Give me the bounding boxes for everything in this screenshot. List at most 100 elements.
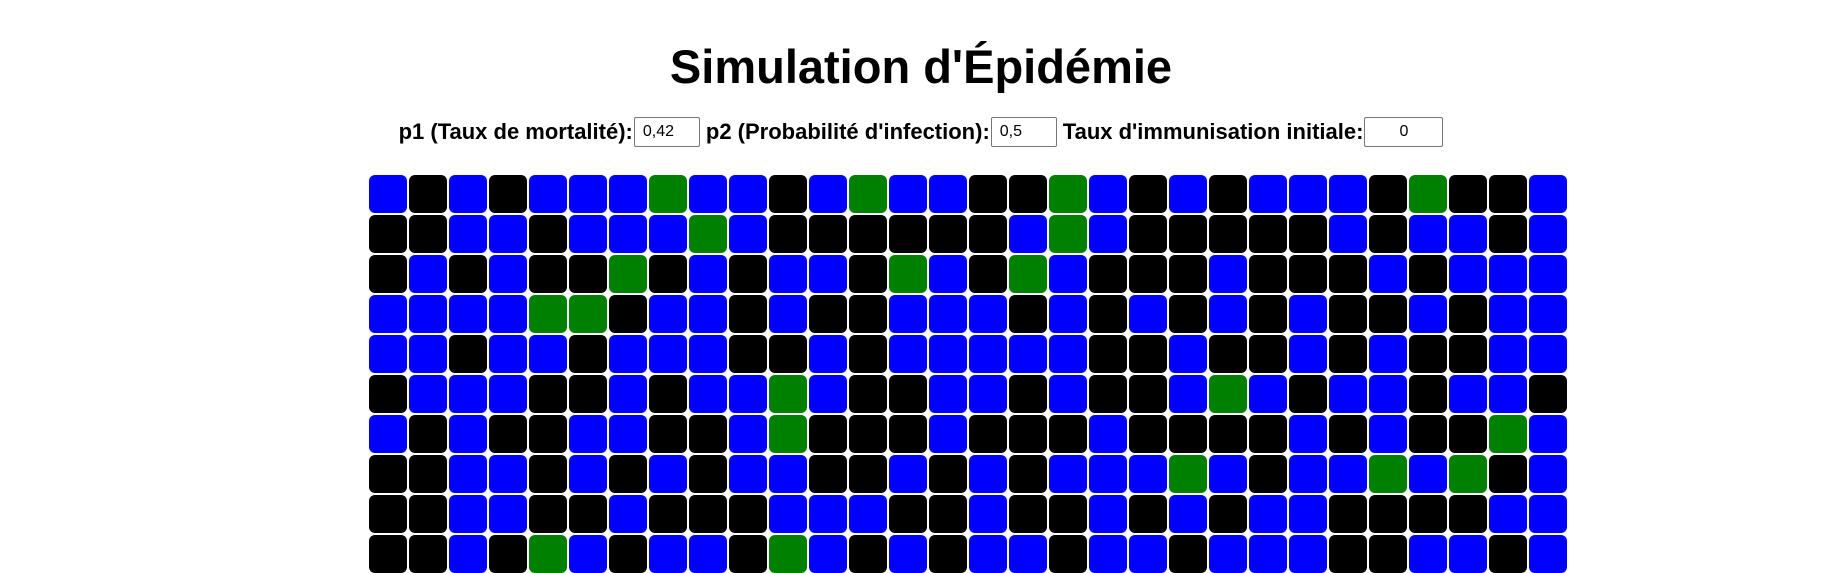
grid-cell-susceptible (769, 295, 807, 333)
grid-cell-dead (609, 455, 647, 493)
grid-cell-susceptible (969, 535, 1007, 573)
grid-cell-susceptible (1449, 215, 1487, 253)
grid-cell-dead (1369, 535, 1407, 573)
grid-cell-susceptible (1209, 535, 1247, 573)
grid-cell-susceptible (489, 495, 527, 533)
grid-cell-susceptible (969, 375, 1007, 413)
page-title: Simulation d'Épidémie (669, 40, 1173, 93)
grid-cell-dead (1289, 255, 1327, 293)
grid-cell-susceptible (889, 455, 927, 493)
grid-cell-dead (1369, 295, 1407, 333)
grid-cell-susceptible (809, 255, 847, 293)
grid-cell-susceptible (1049, 295, 1087, 333)
grid-cell-susceptible (649, 335, 687, 373)
grid-cell-susceptible (689, 175, 727, 213)
grid-cell-dead (1289, 215, 1327, 253)
grid-cell-dead (1489, 175, 1527, 213)
grid-cell-susceptible (409, 375, 447, 413)
grid-cell-infected (1049, 175, 1087, 213)
grid-cell-susceptible (1529, 335, 1567, 373)
grid-cell-dead (449, 255, 487, 293)
grid-cell-susceptible (449, 215, 487, 253)
grid-cell-dead (1329, 415, 1367, 453)
grid-cell-dead (1089, 255, 1127, 293)
grid-cell-susceptible (1489, 335, 1527, 373)
grid-cell-dead (1329, 535, 1367, 573)
grid-cell-susceptible (1489, 375, 1527, 413)
grid-cell-dead (1009, 495, 1047, 533)
grid-cell-susceptible (1169, 375, 1207, 413)
grid-cell-dead (1209, 215, 1247, 253)
grid-cell-susceptible (1489, 495, 1527, 533)
grid-cell-susceptible (649, 295, 687, 333)
grid-cell-dead (889, 495, 927, 533)
grid-cell-susceptible (929, 175, 967, 213)
grid-cell-susceptible (1249, 175, 1287, 213)
grid-cell-susceptible (489, 335, 527, 373)
grid-cell-susceptible (449, 535, 487, 573)
p1-input[interactable] (633, 117, 700, 147)
grid-cell-dead (1049, 535, 1087, 573)
grid-cell-dead (1449, 415, 1487, 453)
grid-cell-susceptible (729, 215, 767, 253)
grid-cell-dead (569, 255, 607, 293)
grid-cell-dead (1009, 415, 1047, 453)
grid-cell-infected (689, 215, 727, 253)
grid-cell-susceptible (809, 495, 847, 533)
grid-cell-susceptible (1209, 455, 1247, 493)
grid-cell-susceptible (1289, 415, 1327, 453)
grid-cell-dead (1129, 415, 1167, 453)
grid-cell-dead (1209, 335, 1247, 373)
grid-cell-infected (1489, 415, 1527, 453)
grid-cell-susceptible (729, 455, 767, 493)
grid-cell-dead (1449, 335, 1487, 373)
p1-label: p1 (Taux de mortalité): (398, 119, 633, 144)
grid-cell-dead (1049, 495, 1087, 533)
grid-cell-susceptible (1529, 255, 1567, 293)
grid-cell-susceptible (1009, 535, 1047, 573)
grid-cell-susceptible (1009, 335, 1047, 373)
grid-cell-dead (1129, 175, 1167, 213)
grid-cell-infected (769, 415, 807, 453)
grid-cell-infected (529, 535, 567, 573)
grid-cell-dead (1089, 335, 1127, 373)
p2-label: p2 (Probabilité d'infection): (705, 119, 990, 144)
grid-cell-dead (1449, 295, 1487, 333)
grid-cell-susceptible (1209, 295, 1247, 333)
grid-cell-susceptible (1529, 415, 1567, 453)
grid-cell-dead (689, 415, 727, 453)
grid-cell-dead (529, 215, 567, 253)
grid-cell-susceptible (369, 295, 407, 333)
grid-cell-dead (369, 455, 407, 493)
immunisation-label: Taux d'immunisation initiale: (1062, 119, 1364, 144)
grid-cell-susceptible (689, 255, 727, 293)
grid-cell-susceptible (929, 255, 967, 293)
grid-cell-dead (1009, 295, 1047, 333)
grid-cell-susceptible (809, 535, 847, 573)
grid-cell-infected (1209, 375, 1247, 413)
grid-cell-dead (1009, 455, 1047, 493)
p2-input[interactable] (990, 117, 1057, 147)
grid-cell-dead (489, 415, 527, 453)
immunisation-input[interactable] (1364, 117, 1444, 147)
grid-cell-dead (369, 495, 407, 533)
grid-cell-dead (609, 535, 647, 573)
grid-cell-dead (1089, 375, 1127, 413)
grid-cell-susceptible (369, 415, 407, 453)
grid-cell-dead (409, 495, 447, 533)
grid-cell-susceptible (569, 535, 607, 573)
grid-cell-dead (769, 215, 807, 253)
grid-cell-susceptible (929, 415, 967, 453)
grid-cell-susceptible (729, 415, 767, 453)
grid-cell-infected (1009, 255, 1047, 293)
grid-cell-susceptible (1409, 535, 1447, 573)
grid-cell-dead (929, 455, 967, 493)
simulation-grid (369, 175, 1569, 573)
grid-cell-susceptible (1489, 295, 1527, 333)
grid-cell-susceptible (689, 535, 727, 573)
grid-cell-susceptible (1169, 495, 1207, 533)
grid-cell-dead (929, 215, 967, 253)
grid-cell-susceptible (449, 415, 487, 453)
grid-cell-susceptible (1529, 175, 1567, 213)
grid-cell-susceptible (1049, 255, 1087, 293)
